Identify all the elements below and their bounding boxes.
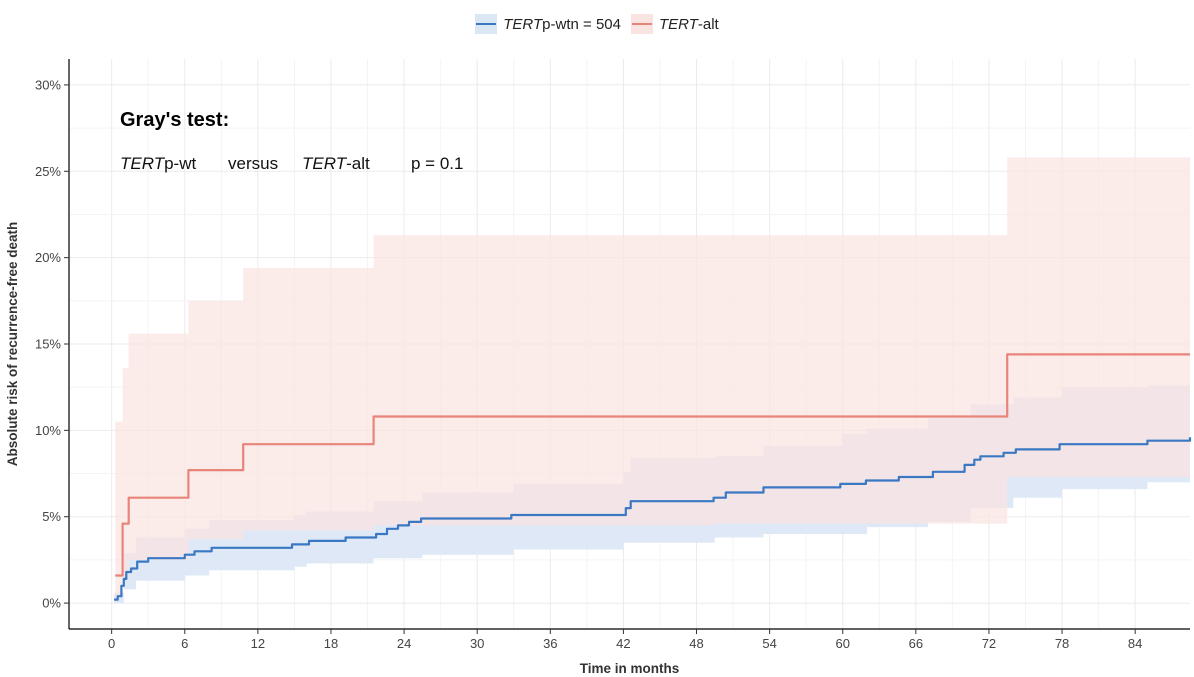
confidence-bands [114, 157, 1191, 604]
x-tick-label: 6 [181, 636, 188, 651]
grays-test-annotation: Gray's test: TERTp-wt versus TERT-alt p … [120, 109, 463, 173]
x-tick-label: 24 [397, 636, 411, 651]
legend-label-tertp-wt: TERTp-wtn = 504 [503, 15, 621, 33]
x-tick-label: 12 [251, 636, 265, 651]
y-tick-label: 15% [35, 337, 61, 352]
legend-item-tert-alt: TERT-alt [630, 14, 719, 34]
legend-label-tert-alt: TERT-alt [658, 15, 719, 33]
y-tick-label: 25% [35, 164, 61, 179]
annotation-title: Gray's test: [120, 109, 229, 131]
confidence-band-tert-alt [115, 157, 1190, 598]
x-tick-label: 36 [543, 636, 557, 651]
x-tick-label: 72 [982, 636, 996, 651]
y-axis-title: Absolute risk of recurrence-free death [5, 222, 20, 467]
y-tick-label: 20% [35, 250, 61, 265]
y-tick-label: 30% [35, 77, 61, 92]
legend-swatch-red [630, 14, 653, 34]
x-tick-label: 60 [835, 636, 849, 651]
x-tick-label: 66 [909, 636, 923, 651]
x-tick-label: 42 [616, 636, 630, 651]
series-line-tert-alt [115, 353, 1190, 577]
series-line-tertp-wt [114, 437, 1192, 601]
x-tick-label: 48 [689, 636, 703, 651]
y-tick-label: 10% [35, 423, 61, 438]
x-tick-label: 18 [324, 636, 338, 651]
x-tick-label: 0 [108, 636, 115, 651]
y-tick-label: 5% [42, 509, 61, 524]
risk-lines [114, 353, 1192, 601]
x-axis-title: Time in months [580, 661, 680, 676]
legend: TERTp-wtn = 504 TERT-alt [0, 14, 1194, 34]
x-tick-label: 54 [762, 636, 776, 651]
axes: 0 6 12 18 24 30 36 42 48 54 60 66 72 78 84 0% 5% 10% 15% 20… [5, 59, 1190, 676]
x-tick-label: 78 [1055, 636, 1069, 651]
legend-swatch-blue [475, 14, 498, 34]
legend-item-tertp-wt: TERTp-wtn = 504 [475, 14, 621, 34]
x-tick-label: 84 [1128, 636, 1142, 651]
annotation-comparison: TERTp-wt versus TERT-alt p = 0.1 [120, 154, 463, 173]
y-tick-label: 0% [42, 596, 61, 611]
x-tick-label: 30 [470, 636, 484, 651]
